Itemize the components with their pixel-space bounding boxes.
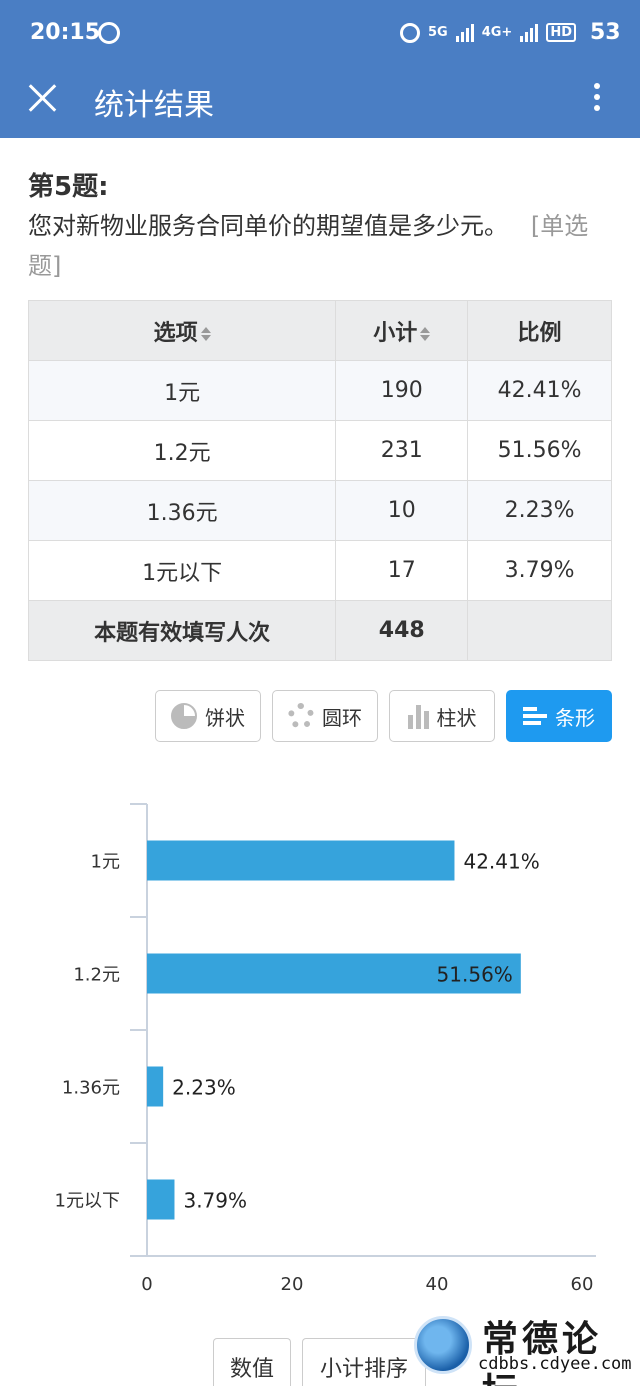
bar-chart-icon bbox=[523, 707, 547, 725]
row-count: 10 bbox=[335, 480, 469, 541]
data-label: 2.23% bbox=[172, 1076, 236, 1100]
chart-type-tabs: 饼状 圆环 柱状 条形 bbox=[0, 690, 640, 744]
sort-by-count-button[interactable]: 小计排序 bbox=[302, 1338, 426, 1386]
category-label: 1元以下 bbox=[55, 1191, 120, 1212]
table-header: 选项 小计 比例 bbox=[27, 300, 612, 361]
question-body: 您对新物业服务合同单价的期望值是多少元。 bbox=[28, 212, 508, 240]
row-ratio: 42.41% bbox=[467, 360, 612, 421]
tab-column[interactable]: 柱状 bbox=[389, 690, 495, 742]
data-label: 42.41% bbox=[463, 850, 539, 874]
more-vertical-icon[interactable] bbox=[586, 80, 608, 116]
status-right: 5G 4G+ HD 53 bbox=[400, 20, 621, 45]
tab-label: 圆环 bbox=[322, 705, 362, 730]
x-tick-label: 20 bbox=[281, 1274, 304, 1295]
tab-label: 柱状 bbox=[436, 705, 477, 730]
table-row: 1.2元 231 51.56% bbox=[27, 420, 612, 481]
tab-label: 饼状 bbox=[205, 705, 245, 730]
category-label: 1元 bbox=[91, 852, 120, 873]
signal-icon bbox=[455, 23, 474, 42]
bar bbox=[147, 840, 455, 881]
table-total-row: 本题有效填写人次 448 bbox=[27, 600, 612, 661]
col-option[interactable]: 选项 bbox=[27, 300, 337, 361]
status-bar: 20:15 5G 4G+ HD 53 bbox=[0, 0, 640, 70]
total-label: 本题有效填写人次 bbox=[27, 600, 337, 661]
page-title: 统计结果 bbox=[94, 88, 214, 123]
bar bbox=[147, 953, 521, 994]
table-row: 1元以下 17 3.79% bbox=[27, 540, 612, 601]
row-option: 1.2元 bbox=[27, 420, 337, 481]
hd-label: HD bbox=[546, 23, 576, 42]
question-type-tag: [单选题] bbox=[28, 212, 589, 280]
status-time: 20:15 bbox=[30, 20, 101, 45]
row-count: 231 bbox=[335, 420, 469, 481]
table-row: 1.36元 10 2.23% bbox=[27, 480, 612, 541]
bar bbox=[147, 1066, 164, 1107]
signal-icon-2 bbox=[520, 23, 539, 42]
x-tick-label: 60 bbox=[571, 1274, 594, 1295]
bar-chart: 1元 42.41% 1.2元 51.56% 1.36元 2.23% 1元以下 3.79% 0 20… bbox=[55, 803, 596, 1295]
x-tick-label: 0 bbox=[141, 1274, 152, 1295]
close-icon[interactable] bbox=[22, 78, 62, 118]
total-value: 448 bbox=[335, 600, 469, 661]
category-label: 1.2元 bbox=[73, 965, 120, 986]
row-option: 1元 bbox=[27, 360, 337, 421]
row-ratio: 51.56% bbox=[467, 420, 612, 481]
sort-icon[interactable] bbox=[420, 326, 431, 341]
net-5g-label: 5G bbox=[428, 25, 448, 40]
row-count: 190 bbox=[335, 360, 469, 421]
stats-table: 选项 小计 比例 1元 190 42.41% 1.2元 231 51.56% 1… bbox=[27, 300, 612, 661]
tab-bar[interactable]: 条形 bbox=[506, 690, 612, 742]
bar bbox=[147, 1179, 175, 1220]
tab-pie[interactable]: 饼状 bbox=[155, 690, 261, 742]
pie-chart-icon bbox=[171, 703, 197, 729]
alarm-icon bbox=[400, 22, 420, 43]
app-bar: 20:15 5G 4G+ HD 53 统计结果 bbox=[0, 0, 640, 138]
tab-label: 条形 bbox=[555, 705, 595, 730]
net-4g-label: 4G+ bbox=[481, 25, 513, 40]
sync-icon bbox=[98, 22, 120, 44]
question-number: 第5题: bbox=[28, 172, 109, 202]
row-count: 17 bbox=[335, 540, 469, 601]
row-ratio: 2.23% bbox=[467, 480, 612, 541]
site-watermark: 常德论坛 cdbbs.cdyee.com bbox=[412, 1308, 640, 1386]
watermark-logo-icon bbox=[414, 1316, 472, 1374]
col-ratio: 比例 bbox=[467, 300, 612, 361]
total-empty bbox=[467, 600, 612, 661]
row-option: 1.36元 bbox=[27, 480, 337, 541]
tab-donut[interactable]: 圆环 bbox=[272, 690, 378, 742]
data-label: 51.56% bbox=[437, 963, 513, 987]
watermark-name: 常德论坛 bbox=[482, 1318, 603, 1386]
col-count[interactable]: 小计 bbox=[335, 300, 469, 361]
donut-chart-icon bbox=[288, 703, 314, 729]
battery-level: 53 bbox=[590, 20, 621, 45]
category-label: 1.36元 bbox=[62, 1078, 120, 1099]
value-toggle-button[interactable]: 数值 bbox=[213, 1338, 291, 1386]
question-text: 您对新物业服务合同单价的期望值是多少元。 [单选题] bbox=[28, 206, 618, 286]
row-ratio: 3.79% bbox=[467, 540, 612, 601]
row-option: 1元以下 bbox=[27, 540, 337, 601]
watermark-url: cdbbs.cdyee.com bbox=[478, 1354, 632, 1374]
x-tick-label: 40 bbox=[426, 1274, 449, 1295]
column-chart-icon bbox=[407, 703, 429, 729]
sort-icon[interactable] bbox=[200, 326, 211, 341]
table-row: 1元 190 42.41% bbox=[27, 360, 612, 421]
data-label: 3.79% bbox=[183, 1189, 247, 1213]
